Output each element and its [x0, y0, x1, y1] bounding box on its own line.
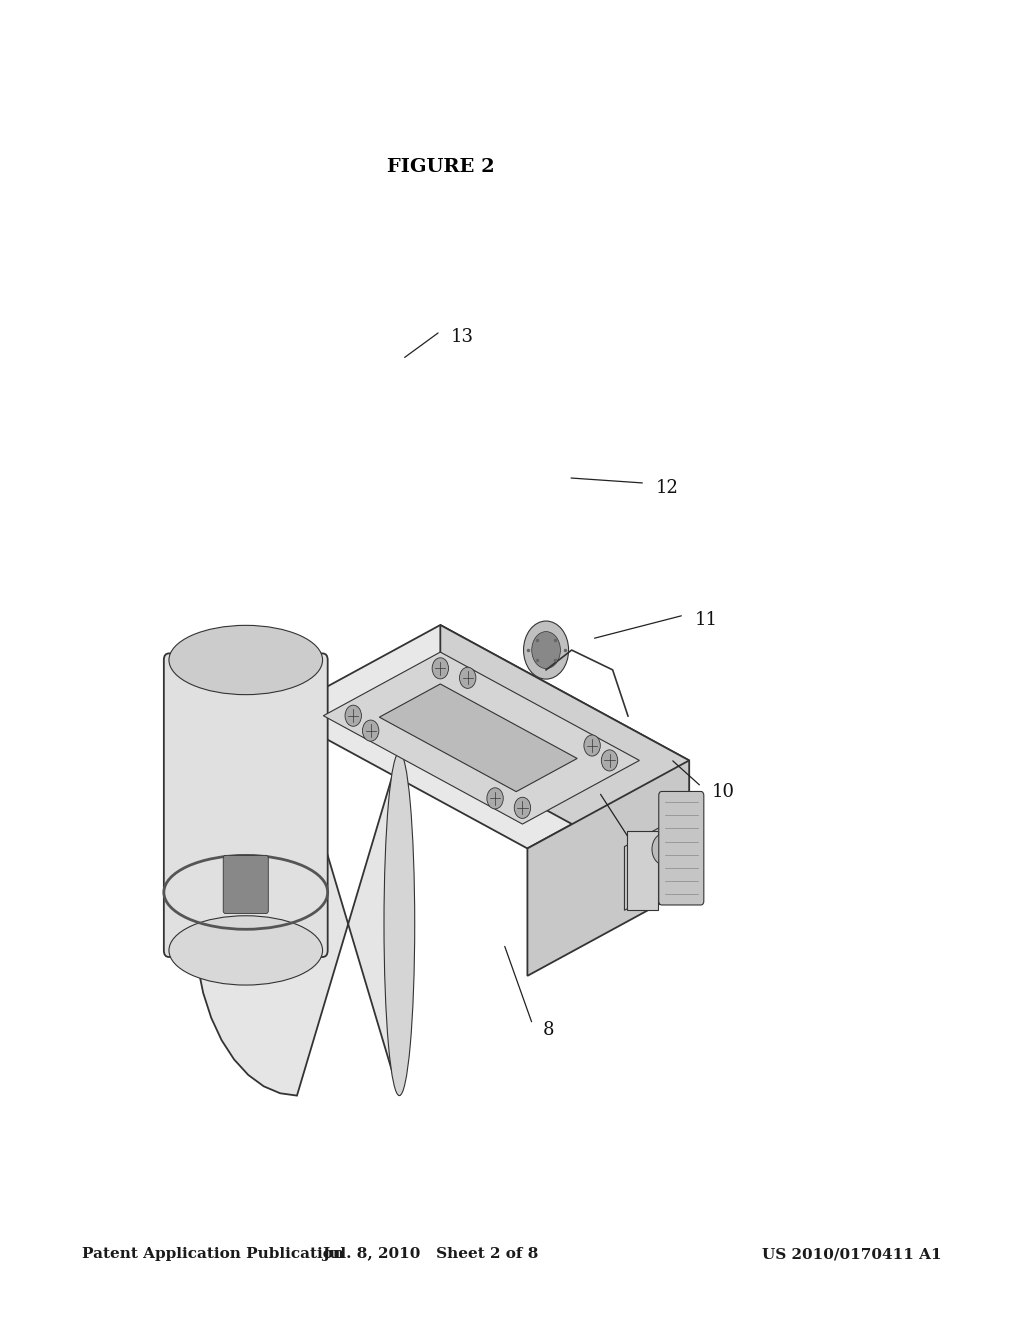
Text: 13: 13	[451, 327, 473, 346]
Circle shape	[601, 750, 617, 771]
Text: 11: 11	[694, 611, 717, 630]
Ellipse shape	[169, 916, 323, 985]
Circle shape	[523, 620, 568, 678]
Circle shape	[652, 833, 677, 865]
Text: 9: 9	[640, 836, 651, 854]
Polygon shape	[195, 752, 399, 1096]
Text: FIGURE 2: FIGURE 2	[386, 158, 495, 177]
Text: US 2010/0170411 A1: US 2010/0170411 A1	[763, 1247, 942, 1262]
Polygon shape	[627, 832, 657, 911]
Polygon shape	[527, 760, 689, 975]
Circle shape	[584, 735, 600, 756]
Text: Patent Application Publication: Patent Application Publication	[82, 1247, 344, 1262]
Circle shape	[362, 721, 379, 742]
Polygon shape	[440, 624, 689, 888]
Circle shape	[531, 631, 560, 668]
Text: 8: 8	[543, 1020, 554, 1039]
Polygon shape	[379, 684, 578, 792]
FancyBboxPatch shape	[658, 792, 703, 906]
Text: 10: 10	[712, 783, 734, 801]
Polygon shape	[625, 814, 683, 911]
FancyBboxPatch shape	[223, 855, 268, 913]
Text: 12: 12	[655, 479, 678, 498]
Circle shape	[345, 705, 361, 726]
Ellipse shape	[384, 752, 415, 1096]
Circle shape	[514, 797, 530, 818]
Ellipse shape	[169, 626, 323, 694]
Circle shape	[432, 657, 449, 678]
Text: Jul. 8, 2010   Sheet 2 of 8: Jul. 8, 2010 Sheet 2 of 8	[322, 1247, 539, 1262]
Circle shape	[486, 788, 503, 809]
Circle shape	[460, 667, 476, 688]
Polygon shape	[324, 652, 639, 824]
FancyBboxPatch shape	[164, 653, 328, 957]
Polygon shape	[279, 624, 689, 849]
